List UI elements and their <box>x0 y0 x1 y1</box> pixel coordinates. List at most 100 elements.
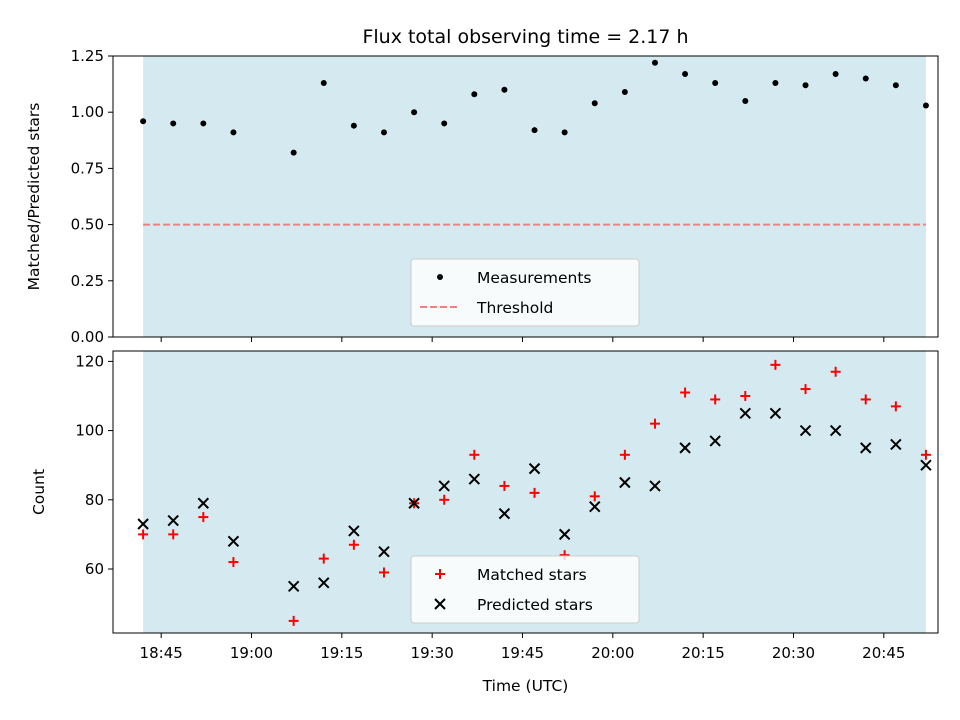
count-axes-frame <box>112 350 939 634</box>
ratio-y-ticks: 0.00 0.25 0.50 0.75 1.00 1.25 <box>71 47 113 346</box>
x-tick-label: 20:45 <box>862 644 905 662</box>
measurement-point <box>140 118 147 125</box>
matched-star-point <box>198 512 209 523</box>
matched-star-point <box>378 567 389 578</box>
measurement-point <box>561 129 568 136</box>
measurement-point <box>441 120 448 127</box>
matched-star-point <box>740 390 751 401</box>
matched-star-point <box>770 359 781 370</box>
matched-star-point <box>710 394 721 405</box>
measurement-point <box>712 79 719 86</box>
measurement-point <box>862 75 869 82</box>
legend-label: Threshold <box>476 299 553 317</box>
x-tick-label: 19:00 <box>230 644 273 662</box>
ratio-y-axis-label: Matched/Predicted stars <box>25 103 43 291</box>
matched-star-point <box>860 394 871 405</box>
y-tick-label: 1.00 <box>71 103 104 121</box>
measurement-point <box>772 79 779 86</box>
y-tick-label: 1.25 <box>71 47 104 65</box>
ratio-panel: 0.00 0.25 0.50 0.75 1.00 1.25 Flux total obse… <box>25 26 939 346</box>
count-points <box>137 359 932 626</box>
predicted-star-point <box>468 473 481 485</box>
matched-star-point <box>589 491 600 502</box>
ratio-legend: Measurements Threshold <box>410 258 640 327</box>
x-tick-label: 19:15 <box>320 644 363 662</box>
legend-label: Matched stars <box>477 566 587 584</box>
matched-star-point <box>499 480 510 491</box>
x-tick-label: 19:30 <box>411 644 454 662</box>
chart-title: Flux total observing time = 2.17 h <box>362 26 688 48</box>
predicted-star-point <box>348 525 360 537</box>
legend-predicted-marker <box>434 598 446 610</box>
y-tick-label: 0.75 <box>71 159 104 177</box>
measurement-point <box>651 59 658 66</box>
x-tick-label: 20:15 <box>682 644 725 662</box>
predicted-star-point <box>197 497 210 509</box>
predicted-star-point <box>860 442 872 454</box>
x-axis-label: Time (UTC) <box>482 677 569 695</box>
measurement-point <box>350 122 357 129</box>
predicted-star-point <box>709 435 721 447</box>
ratio-axes-frame <box>112 55 939 338</box>
ratio-x-ticks <box>160 337 885 342</box>
x-tick-label: 20:30 <box>772 644 815 662</box>
measurement-point <box>892 82 899 89</box>
predicted-star-point <box>679 442 691 454</box>
count-x-ticks: 18:45 19:00 19:15 19:30 19:45 20:00 20:15 20:30… <box>140 633 905 662</box>
predicted-star-point <box>920 459 932 471</box>
measurement-point <box>531 127 538 134</box>
matched-star-point <box>619 449 630 460</box>
matched-star-point <box>168 529 179 540</box>
measurement-point <box>320 79 327 86</box>
legend-label: Measurements <box>477 269 592 287</box>
y-tick-label: 100 <box>75 422 104 440</box>
measurement-point <box>832 70 839 77</box>
measurement-point <box>621 88 628 95</box>
measurement-point <box>922 102 929 109</box>
predicted-star-point <box>829 424 842 437</box>
measurement-point <box>411 109 418 116</box>
matched-star-point <box>890 401 901 412</box>
predicted-star-point <box>769 407 782 419</box>
predicted-star-point <box>739 407 752 419</box>
legend-label: Predicted stars <box>477 596 593 614</box>
count-legend-box <box>410 555 640 624</box>
measurement-point <box>230 129 237 136</box>
predicted-star-point <box>558 528 571 541</box>
x-tick-label: 18:45 <box>140 644 183 662</box>
legend-measurement-marker <box>437 274 443 280</box>
matched-star-point <box>348 539 359 550</box>
measurement-point <box>170 120 177 127</box>
y-tick-label: 0.25 <box>71 272 104 290</box>
measurement-point <box>682 70 689 77</box>
matched-star-point <box>439 494 450 505</box>
measurement-point <box>742 97 749 104</box>
predicted-star-point <box>799 424 812 437</box>
matched-star-point <box>529 487 540 498</box>
measurement-point <box>200 120 207 127</box>
measurement-points <box>140 59 929 156</box>
matched-star-point <box>920 449 931 460</box>
count-panel: 60 80 100 120 18:45 19:00 19:15 19:30 19:45 20:0… <box>30 350 939 695</box>
predicted-star-point <box>378 545 390 558</box>
measurement-point <box>501 86 508 93</box>
measurement-point <box>471 91 478 98</box>
measurement-point <box>802 82 809 89</box>
count-y-ticks: 60 80 100 120 <box>75 352 113 578</box>
y-tick-label: 120 <box>75 352 104 370</box>
predicted-star-point <box>137 518 149 530</box>
predicted-star-point <box>528 462 541 475</box>
predicted-star-point <box>498 507 511 520</box>
predicted-star-point <box>408 497 420 509</box>
matched-star-point <box>318 553 329 564</box>
predicted-star-point <box>227 535 240 548</box>
matched-star-point <box>288 615 299 626</box>
measurement-point <box>380 129 387 136</box>
matched-star-point <box>830 366 841 377</box>
measurement-point <box>591 100 598 107</box>
y-tick-label: 60 <box>85 560 104 578</box>
matched-star-point <box>680 387 691 398</box>
predicted-star-point <box>438 480 450 492</box>
count-y-axis-label: Count <box>30 469 48 515</box>
legend-matched-marker <box>435 569 445 579</box>
